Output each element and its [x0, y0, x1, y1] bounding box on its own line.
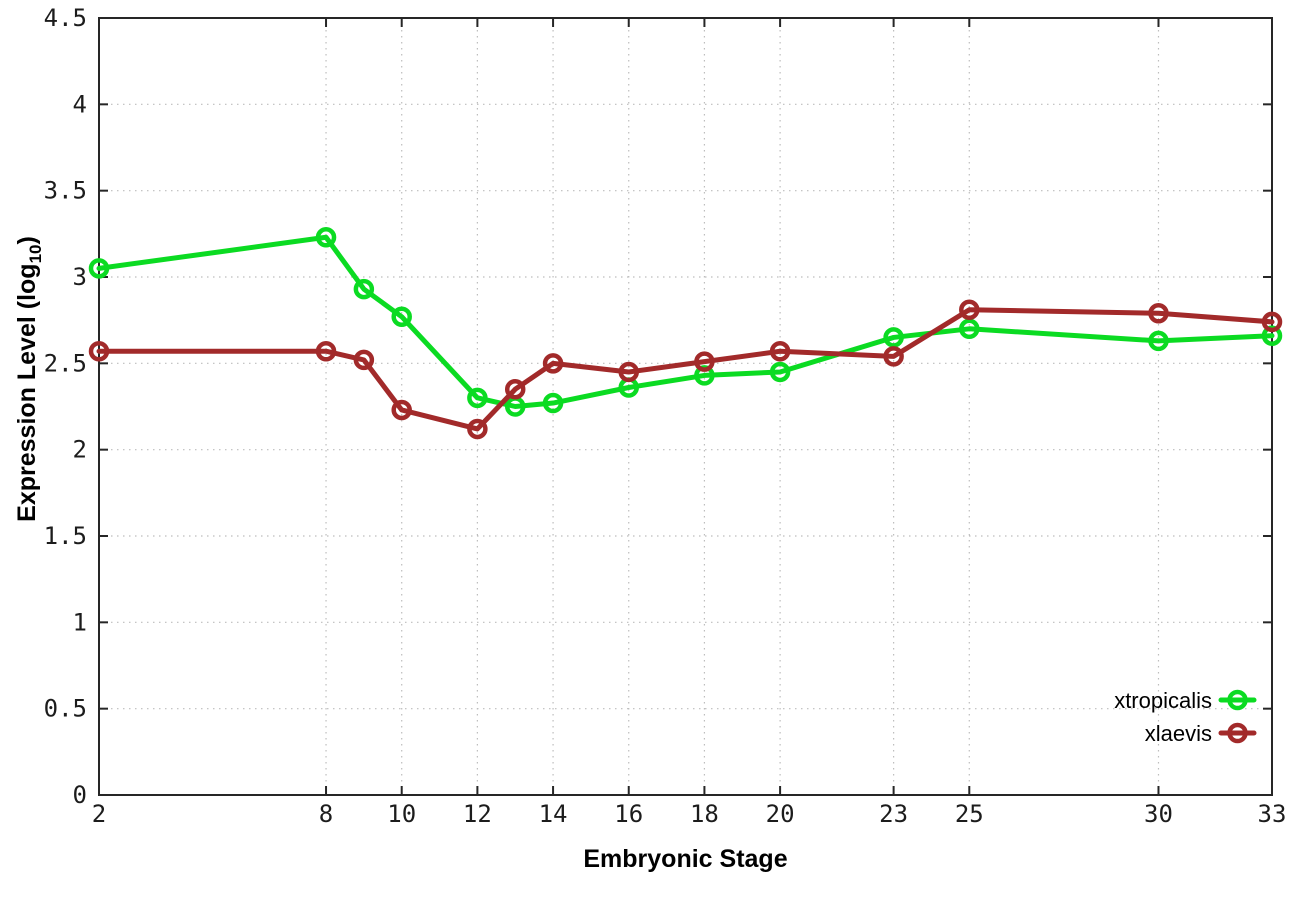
- data-point-xlaevis: [88, 340, 110, 362]
- series-line-xlaevis: [96, 307, 1275, 432]
- y-tick-label: 4: [73, 90, 87, 118]
- legend-label-xlaevis: xlaevis: [1145, 721, 1212, 746]
- data-point-xtropicalis: [542, 392, 564, 414]
- data-point-xtropicalis: [769, 361, 791, 383]
- x-tick-label: 12: [463, 800, 492, 828]
- y-axis-title-text: Expression Level (log: [13, 263, 41, 522]
- x-tick-label: 20: [766, 800, 795, 828]
- y-axis-title-suffix: ): [13, 236, 41, 245]
- data-point-xlaevis: [467, 418, 488, 440]
- data-point-xtropicalis: [88, 258, 110, 279]
- x-tick-label: 2: [92, 800, 106, 828]
- data-point-xlaevis: [504, 378, 526, 400]
- data-point-xlaevis: [694, 351, 715, 372]
- data-point-xlaevis: [315, 340, 337, 362]
- x-tick-label: 33: [1258, 800, 1287, 828]
- data-point-xtropicalis: [391, 306, 412, 327]
- data-point-xlaevis: [391, 399, 412, 421]
- series-line-xtropicalis: [96, 234, 1275, 409]
- legend-marker-xlaevis: [1227, 722, 1248, 744]
- x-tick-label: 16: [614, 800, 643, 828]
- x-tick-label: 10: [387, 800, 416, 828]
- data-point-xlaevis: [618, 361, 639, 383]
- y-tick-label: 3.5: [44, 177, 87, 205]
- data-point-xtropicalis: [467, 387, 488, 409]
- data-point-xtropicalis: [959, 318, 980, 340]
- y-tick-label: 2.5: [44, 349, 87, 377]
- data-point-xlaevis: [353, 349, 375, 371]
- x-tick-label: 18: [690, 800, 719, 828]
- x-axis-title: Embryonic Stage: [583, 845, 788, 873]
- x-tick-label: 30: [1144, 800, 1173, 828]
- data-point-xlaevis: [883, 346, 904, 367]
- data-point-xlaevis: [769, 340, 791, 362]
- y-tick-label: 2: [73, 436, 87, 464]
- data-point-xlaevis: [542, 353, 564, 374]
- y-tick-label: 0.5: [44, 695, 87, 723]
- data-point-xlaevis: [1148, 303, 1169, 324]
- y-tick-label: 1.5: [44, 522, 87, 550]
- legend-marker-xtropicalis: [1227, 689, 1248, 711]
- data-point-xlaevis: [959, 299, 980, 321]
- x-tick-label: 23: [879, 800, 908, 828]
- data-point-xtropicalis: [1148, 330, 1169, 352]
- y-tick-label: 4.5: [44, 4, 87, 32]
- y-tick-label: 0: [73, 781, 87, 809]
- x-tick-label: 25: [955, 800, 984, 828]
- data-point-xtropicalis: [883, 327, 904, 348]
- x-tick-label: 14: [539, 800, 568, 828]
- y-axis-title: Expression Level (log10): [13, 99, 47, 659]
- data-point-xlaevis: [1261, 311, 1283, 333]
- y-tick-label: 1: [73, 608, 87, 636]
- data-point-xtropicalis: [315, 227, 337, 248]
- plot-border: [98, 17, 1273, 796]
- y-axis-title-subscript: 10: [26, 244, 45, 264]
- legend-label-xtropicalis: xtropicalis: [1114, 688, 1212, 713]
- data-point-xtropicalis: [353, 278, 375, 300]
- x-tick-label: 8: [319, 800, 333, 828]
- y-tick-label: 3: [73, 263, 87, 291]
